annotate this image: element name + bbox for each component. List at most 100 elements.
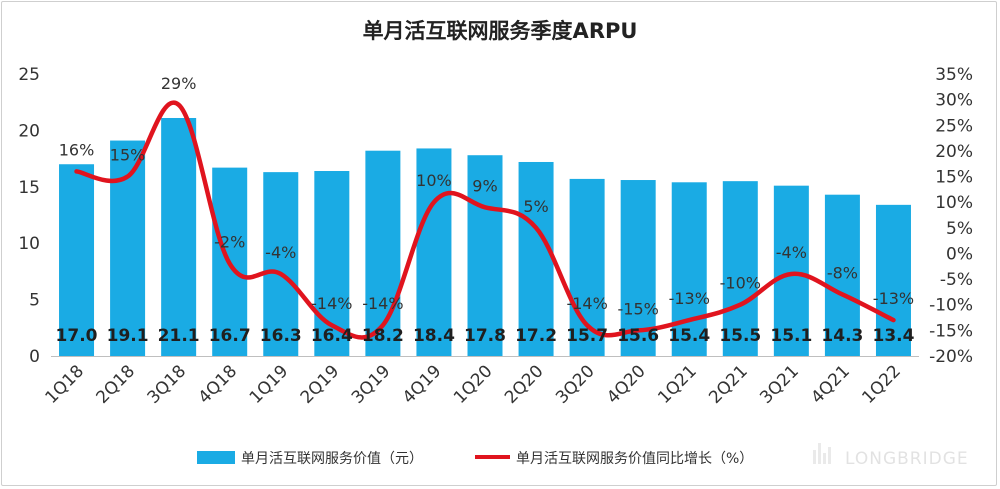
right-tick-label: 30% [935, 91, 973, 111]
x-tick-label: 3Q19 [348, 361, 395, 408]
line-value-label: -13% [873, 289, 914, 308]
line-value-label: 16% [59, 140, 95, 159]
watermark-logo-bar [818, 443, 821, 464]
bar [722, 181, 758, 356]
x-tick-label: 3Q21 [756, 361, 803, 408]
watermark-logo-bar [813, 450, 816, 464]
watermark-logo: LONGBRIDGE [813, 443, 969, 469]
line-value-label: 29% [161, 74, 197, 93]
bar-value-label: 17.0 [56, 326, 98, 346]
x-tick-label: 2Q19 [297, 361, 344, 408]
left-tick-label: 5 [29, 291, 40, 311]
x-tick-label: 4Q19 [399, 361, 446, 408]
line-value-label: -14% [311, 294, 352, 313]
x-tick-label: 1Q22 [858, 361, 905, 408]
left-tick-label: 0 [29, 347, 40, 367]
bar-value-label: 21.1 [158, 326, 200, 346]
right-tick-label: -20% [929, 347, 973, 367]
line-series [74, 100, 896, 340]
right-tick-label: 15% [935, 168, 973, 188]
right-tick-label: -15% [929, 321, 973, 341]
x-tick-label: 2Q20 [501, 361, 548, 408]
bar-value-label: 15.4 [668, 326, 710, 346]
line-value-label: -4% [265, 243, 296, 262]
x-tick-label: 1Q19 [246, 361, 293, 408]
line-value-label: -14% [362, 294, 403, 313]
bar [671, 182, 707, 356]
x-tick-label: 3Q20 [552, 361, 599, 408]
x-tick-label: 4Q18 [195, 361, 242, 408]
bar [110, 140, 146, 356]
right-tick-label: 0% [946, 244, 973, 264]
legend-line-label: 单月活互联网服务价值同比增长（%） [516, 451, 753, 467]
legend: 单月活互联网服务价值（元） 单月活互联网服务价值同比增长（%） [197, 451, 753, 467]
bar-value-label: 16.7 [209, 326, 251, 346]
right-tick-label: 25% [935, 116, 973, 136]
bar-value-label: 19.1 [107, 326, 149, 346]
bar [59, 164, 95, 356]
bar [620, 180, 656, 356]
line-value-label: 10% [416, 171, 452, 190]
x-tick-label: 2Q18 [93, 361, 140, 408]
bar-value-label: 16.3 [260, 326, 302, 346]
right-tick-label: -5% [940, 270, 973, 290]
bar [773, 185, 809, 356]
line-value-label: -2% [214, 233, 245, 252]
bar [161, 117, 197, 356]
right-tick-label: 20% [935, 142, 973, 162]
line-value-label: -10% [720, 274, 761, 293]
x-tick-label: 1Q21 [654, 361, 701, 408]
bar [263, 172, 299, 356]
bar-value-label: 15.6 [617, 326, 659, 346]
left-tick-label: 20 [18, 121, 40, 141]
watermark-logo-bar [823, 453, 826, 464]
line-value-label: -15% [618, 299, 659, 318]
x-tick-label: 2Q21 [705, 361, 752, 408]
line-value-label: -14% [566, 294, 607, 313]
bar-value-label: 15.5 [719, 326, 761, 346]
growth-line [74, 100, 896, 340]
line-value-label: 5% [523, 197, 548, 216]
line-value-label: -13% [669, 289, 710, 308]
x-tick-label: 1Q18 [42, 361, 89, 408]
left-tick-label: 25 [18, 65, 40, 85]
bar-value-label: 18.2 [362, 326, 404, 346]
bar-series [59, 117, 911, 356]
x-tick-label: 1Q20 [450, 361, 497, 408]
bar-value-label: 15.7 [566, 326, 608, 346]
bar [518, 161, 554, 356]
x-tick-label: 4Q20 [603, 361, 650, 408]
left-tick-label: 10 [18, 234, 40, 254]
bar-value-label: 18.4 [413, 326, 455, 346]
bar-data-labels: 17.0 19.1 21.1 16.7 16.3 16.4 18.2 18.4 17.8 17.2… [56, 326, 915, 346]
bar [416, 148, 452, 356]
left-tick-label: 15 [18, 178, 40, 198]
legend-bar-swatch [197, 451, 235, 464]
bar-value-label: 17.2 [515, 326, 557, 346]
bar-value-label: 15.1 [770, 326, 812, 346]
line-data-labels: 16% 15% 29% -2% -4% -14% -14% 10% 9% 5% -14% -15% -1… [59, 74, 914, 319]
x-tick-label: 4Q21 [807, 361, 854, 408]
bar-value-label: 13.4 [872, 326, 914, 346]
x-tick-label: 3Q18 [144, 361, 191, 408]
x-axis: 1Q18 2Q18 3Q18 4Q18 1Q19 2Q19 3Q19 4Q19 1Q20 2Q20… [42, 356, 919, 408]
right-tick-label: 35% [935, 65, 973, 85]
bar [467, 155, 503, 356]
watermark-text: LONGBRIDGE [845, 449, 969, 469]
line-value-label: 9% [472, 176, 497, 195]
line-value-label: -8% [827, 263, 858, 282]
right-tick-label: -10% [929, 296, 973, 316]
line-value-label: 15% [110, 146, 146, 165]
bar-value-label: 16.4 [311, 326, 353, 346]
right-axis: -20% -15% -10% -5% 0% 5% 10% 15% 20% 25% 30% 35% [929, 65, 973, 367]
bar-value-label: 14.3 [821, 326, 863, 346]
bar-value-label: 17.8 [464, 326, 506, 346]
bar [824, 194, 860, 356]
right-tick-label: 10% [935, 193, 973, 213]
left-axis: 0 5 10 15 20 25 [18, 65, 40, 367]
watermark-logo-bar [828, 447, 831, 464]
chart-title: 单月活互联网服务季度ARPU [363, 19, 638, 43]
bar [875, 204, 911, 356]
